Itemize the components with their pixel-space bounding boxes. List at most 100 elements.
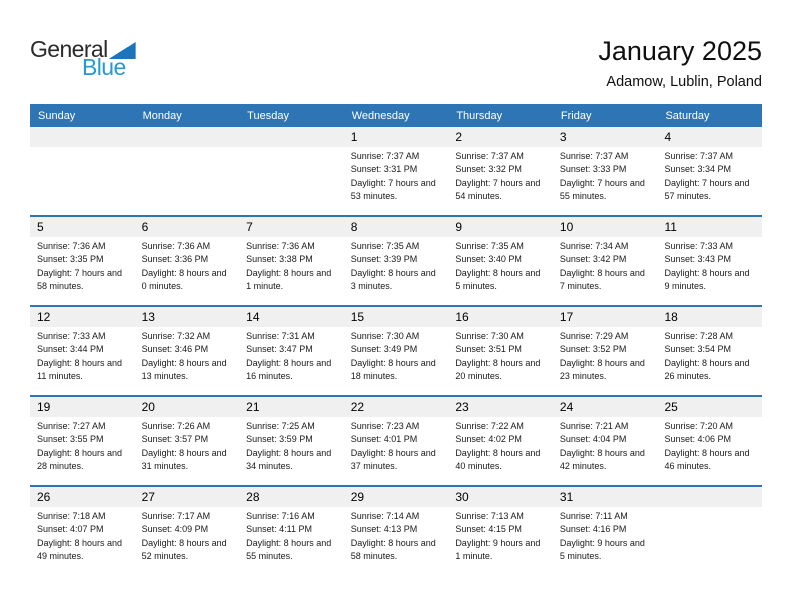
day-number: 16	[455, 310, 469, 324]
day-cell: Sunrise: 7:36 AM Sunset: 3:36 PM Dayligh…	[135, 237, 240, 305]
daylight-text: Daylight: 8 hours and 20 minutes.	[455, 357, 541, 382]
week-row: 5 6 7 8 9 10 11 Sunrise: 7:36 AM Sunset: 3:35 …	[30, 215, 762, 305]
daylight-text: Daylight: 8 hours and 46 minutes.	[664, 447, 750, 472]
sunset-text: Sunset: 3:54 PM	[664, 344, 732, 355]
daylight-text: Daylight: 9 hours and 1 minute.	[455, 537, 541, 562]
logo-text-blue: Blue	[82, 54, 126, 80]
weekday-header-monday: Monday	[142, 109, 182, 122]
weekday-header-wednesday: Wednesday	[351, 109, 410, 122]
day-number: 31	[559, 490, 574, 504]
day-cell	[135, 147, 240, 215]
daylight-text: Daylight: 8 hours and 31 minutes.	[141, 447, 227, 472]
sunset-text: Sunset: 3:51 PM	[455, 344, 522, 355]
sunrise-text: Sunrise: 7:20 AM	[664, 421, 734, 431]
daylight-text: Daylight: 8 hours and 34 minutes.	[246, 447, 332, 472]
daylight-text: Daylight: 8 hours and 5 minutes.	[455, 267, 541, 292]
day-number: 11	[664, 220, 677, 234]
sunrise-text: Sunrise: 7:30 AM	[455, 331, 524, 341]
sunset-text: Sunset: 3:43 PM	[664, 254, 732, 265]
sunset-text: Sunset: 3:32 PM	[455, 164, 522, 175]
week-row: 12 13 14 15 16 17 18 Sunrise: 7:33 AM Sunset: …	[30, 305, 762, 395]
sunrise-text: Sunrise: 7:33 AM	[664, 241, 734, 251]
day-cell: Sunrise: 7:17 AM Sunset: 4:09 PM Dayligh…	[135, 507, 240, 575]
sunrise-text: Sunrise: 7:22 AM	[455, 421, 524, 431]
day-cell: Sunrise: 7:22 AM Sunset: 4:02 PM Dayligh…	[448, 417, 553, 485]
sunset-text: Sunset: 4:11 PM	[246, 524, 313, 535]
day-number: 23	[455, 400, 469, 414]
general-blue-logo: General Blue	[30, 36, 136, 80]
daylight-text: Daylight: 8 hours and 55 minutes.	[246, 537, 332, 562]
daylight-text: Daylight: 9 hours and 5 minutes.	[559, 537, 645, 562]
day-number: 8	[350, 220, 358, 234]
day-number: 13	[141, 310, 155, 324]
sunset-text: Sunset: 3:33 PM	[559, 164, 627, 175]
daylight-text: Daylight: 7 hours and 57 minutes.	[664, 177, 750, 202]
sunrise-text: Sunrise: 7:36 AM	[246, 241, 315, 251]
sunset-text: Sunset: 4:02 PM	[455, 434, 522, 445]
day-number-strip: 26 27 28 29 30 31	[30, 487, 762, 507]
day-number: 10	[559, 220, 574, 234]
day-cell: Sunrise: 7:35 AM Sunset: 3:40 PM Dayligh…	[448, 237, 553, 305]
day-number	[135, 127, 240, 147]
day-number: 30	[455, 490, 469, 504]
day-number: 20	[141, 400, 155, 414]
sunset-text: Sunset: 3:59 PM	[246, 434, 313, 445]
sunrise-text: Sunrise: 7:35 AM	[350, 241, 420, 251]
sunset-text: Sunset: 4:04 PM	[559, 434, 627, 445]
sunrise-text: Sunrise: 7:11 AM	[559, 511, 628, 521]
day-number: 19	[37, 400, 51, 414]
day-cell: Sunrise: 7:30 AM Sunset: 3:51 PM Dayligh…	[448, 327, 553, 395]
logo-triangle-icon	[108, 42, 136, 59]
day-cell: Sunrise: 7:21 AM Sunset: 4:04 PM Dayligh…	[553, 417, 658, 485]
day-number-strip: 1 2 3 4	[30, 127, 762, 147]
week-row: 19 20 21 22 23 24 25 Sunrise: 7:27 AM Sunset: …	[30, 395, 762, 485]
day-cell: Sunrise: 7:33 AM Sunset: 3:44 PM Dayligh…	[30, 327, 135, 395]
day-cell: Sunrise: 7:31 AM Sunset: 3:47 PM Dayligh…	[239, 327, 344, 395]
day-number: 5	[37, 220, 44, 234]
day-cell: Sunrise: 7:33 AM Sunset: 3:43 PM Dayligh…	[657, 237, 762, 305]
sunrise-text: Sunrise: 7:30 AM	[350, 331, 420, 341]
sunrise-text: Sunrise: 7:36 AM	[37, 241, 106, 251]
daylight-text: Daylight: 7 hours and 54 minutes.	[455, 177, 541, 202]
daylight-text: Daylight: 8 hours and 1 minute.	[246, 267, 332, 292]
daylight-text: Daylight: 8 hours and 58 minutes.	[350, 537, 436, 562]
daylight-text: Daylight: 7 hours and 53 minutes.	[350, 177, 436, 202]
day-number: 29	[350, 490, 365, 504]
day-cell: Sunrise: 7:18 AM Sunset: 4:07 PM Dayligh…	[30, 507, 135, 575]
sunrise-text: Sunrise: 7:14 AM	[350, 511, 420, 521]
sunset-text: Sunset: 3:39 PM	[350, 254, 418, 265]
daylight-text: Daylight: 8 hours and 37 minutes.	[350, 447, 436, 472]
sunset-text: Sunset: 4:09 PM	[141, 524, 209, 535]
day-content-row: Sunrise: 7:33 AM Sunset: 3:44 PM Dayligh…	[30, 327, 762, 395]
day-number: 26	[37, 490, 51, 504]
sunrise-text: Sunrise: 7:31 AM	[246, 331, 315, 341]
weekday-header-friday: Friday	[560, 109, 592, 122]
day-cell: Sunrise: 7:14 AM Sunset: 4:13 PM Dayligh…	[344, 507, 449, 575]
sunrise-text: Sunrise: 7:16 AM	[246, 511, 315, 521]
day-number: 4	[664, 130, 672, 144]
day-number: 22	[350, 400, 365, 414]
day-content-row: Sunrise: 7:27 AM Sunset: 3:55 PM Dayligh…	[30, 417, 762, 485]
daylight-text: Daylight: 8 hours and 49 minutes.	[37, 537, 123, 562]
day-cell: Sunrise: 7:37 AM Sunset: 3:32 PM Dayligh…	[448, 147, 553, 215]
day-number: 3	[559, 130, 567, 144]
sunrise-text: Sunrise: 7:35 AM	[455, 241, 524, 251]
day-number: 1	[350, 130, 358, 144]
daylight-text: Daylight: 8 hours and 9 minutes.	[664, 267, 750, 292]
day-cell: Sunrise: 7:36 AM Sunset: 3:35 PM Dayligh…	[30, 237, 135, 305]
day-number: 2	[455, 130, 462, 144]
day-number-strip: 19 20 21 22 23 24 25	[30, 397, 762, 417]
day-number: 14	[246, 310, 260, 324]
day-content-row: Sunrise: 7:18 AM Sunset: 4:07 PM Dayligh…	[30, 507, 762, 575]
sunrise-text: Sunrise: 7:17 AM	[141, 511, 211, 521]
day-number: 17	[559, 310, 574, 324]
logo-text-general: General	[30, 36, 108, 62]
sunrise-text: Sunrise: 7:26 AM	[141, 421, 211, 431]
daylight-text: Daylight: 7 hours and 58 minutes.	[37, 267, 123, 292]
sunrise-text: Sunrise: 7:18 AM	[37, 511, 106, 521]
sunrise-text: Sunrise: 7:37 AM	[559, 151, 629, 161]
weekday-header-thursday: Thursday	[456, 109, 503, 122]
sunset-text: Sunset: 4:13 PM	[350, 524, 418, 535]
sunset-text: Sunset: 3:52 PM	[559, 344, 627, 355]
day-number: 25	[664, 400, 678, 414]
